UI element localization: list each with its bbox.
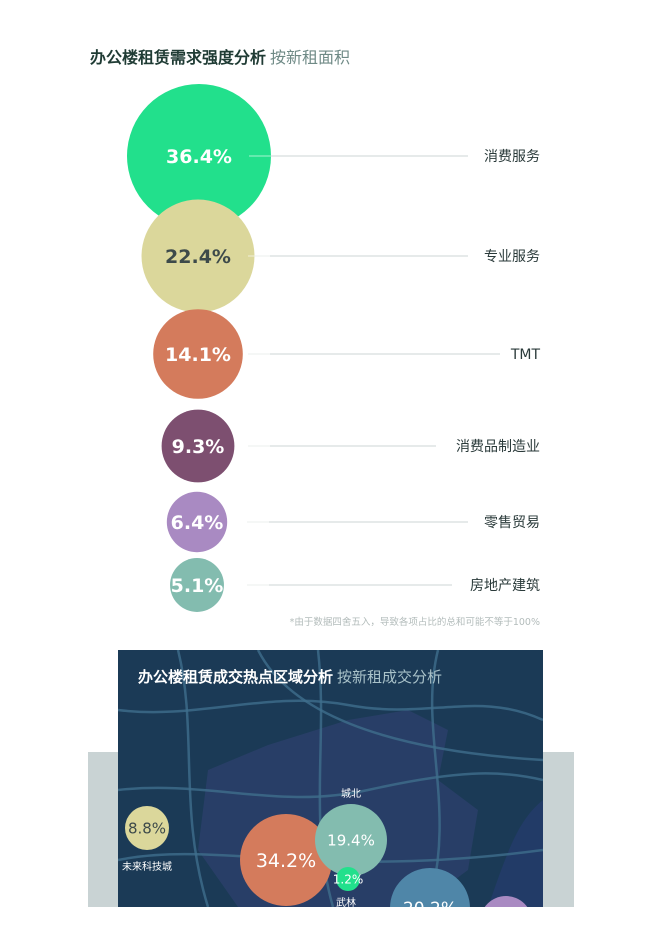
map-title: 办公楼租赁成交热点区域分析 按新租成交分析 — [138, 666, 442, 687]
bubble-chart: 36.4% 消费服务 22.4% 专业服务 14.1% TMT 9.3% 消费品制造业 6.4%… — [127, 84, 541, 612]
road-line — [118, 699, 543, 722]
bubble — [166, 491, 228, 553]
category-label: TMT — [510, 347, 541, 363]
map-subtitle: 按新租成交分析 — [337, 668, 443, 686]
bubble — [170, 558, 224, 612]
category-label: 零售贸易 — [484, 515, 540, 531]
bubble — [153, 309, 243, 399]
chart-subtitle: 按新租面积 — [270, 48, 351, 67]
hotspot-bubble — [125, 806, 169, 850]
road-line — [176, 650, 210, 907]
category-label: 房地产建筑 — [470, 578, 540, 594]
category-label: 专业服务 — [484, 249, 540, 265]
road-line — [256, 650, 543, 762]
map-title-main: 办公楼租赁成交热点区域分析 — [138, 668, 334, 686]
hotspot-bubble — [390, 868, 470, 907]
chart-title-main: 办公楼租赁需求强度分析 — [90, 48, 267, 67]
hotspot-name-label: 武林 — [336, 896, 356, 907]
category-label: 消费品制造业 — [456, 439, 540, 455]
hotspot-bubble — [240, 814, 332, 906]
hotspot-bubble — [484, 896, 528, 907]
hotspot-value-label: 1.2% — [333, 872, 364, 886]
hotspot-value-label: 34.2% — [256, 850, 316, 872]
bubble-value-label: 9.3% — [172, 436, 225, 458]
category-label: 消费服务 — [484, 149, 540, 165]
bubble — [161, 409, 235, 483]
hotspot-value-label: 19.4% — [327, 831, 375, 849]
hotspot-bubble — [315, 804, 387, 876]
rounding-footnote: *由于数据四舍五入，导致各项占比的总和可能不等于100% — [289, 617, 540, 628]
hotspot-name-label: 未来科技城 — [122, 860, 172, 873]
bubble — [127, 84, 271, 228]
bubble-value-label: 36.4% — [166, 146, 232, 168]
bubble-value-label: 22.4% — [165, 246, 231, 268]
bubble-value-label: 14.1% — [165, 344, 231, 366]
chart-title: 办公楼租赁需求强度分析 按新租面积 — [90, 44, 350, 68]
hotspot-name-label: 城北 — [341, 788, 361, 800]
hotspot-value-label: 8.8% — [128, 819, 166, 837]
bubble-value-label: 5.1% — [171, 575, 224, 597]
bubble-value-label: 6.4% — [171, 512, 224, 534]
bubble — [141, 199, 255, 313]
hotspot-bubble — [336, 867, 360, 891]
hotspot-value-label: 20.2% — [403, 899, 457, 907]
